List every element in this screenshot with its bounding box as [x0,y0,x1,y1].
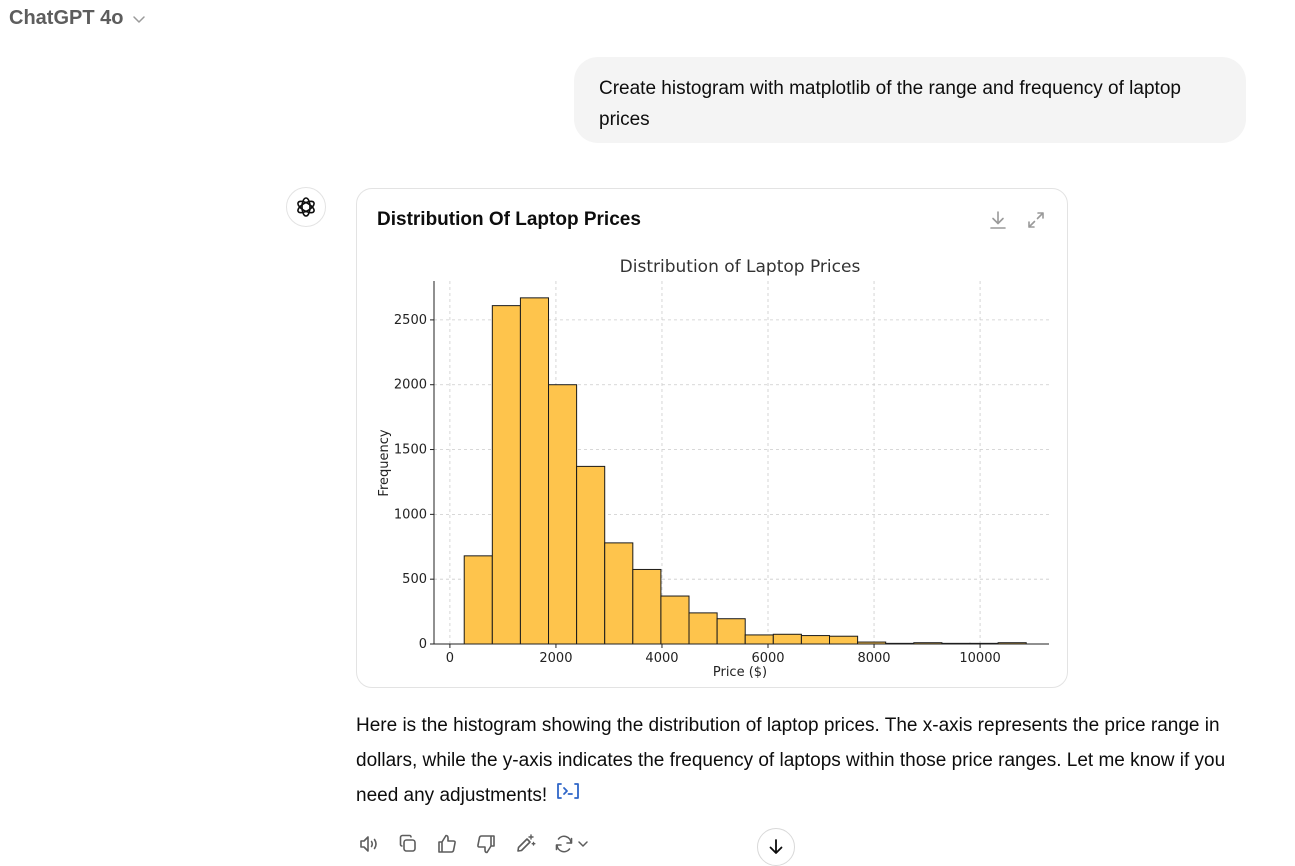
histogram-bar [772,633,802,645]
chevron-down-icon [133,15,146,23]
download-icon [990,211,1006,229]
x-tick-label: 10000 [959,651,1000,666]
user-message-text: Create histogram with matplotlib of the … [599,78,1181,130]
chevron-down-icon [578,841,588,847]
y-tick-label: 500 [402,572,427,587]
histogram-bar [688,612,718,645]
thumbs-up-button[interactable] [435,832,459,856]
thumbs-down-icon [477,835,495,854]
assistant-message-text: Here is the histogram showing the distri… [356,715,1226,806]
chart-card: Distribution Of Laptop Prices Distributi… [356,188,1068,688]
speaker-icon [360,836,377,852]
histogram-chart: Distribution of Laptop Prices 0 2000 4000 6… [377,257,1049,680]
regenerate-button[interactable] [552,832,590,856]
thumbs-up-icon [438,834,456,853]
openai-logo-icon [297,197,315,217]
assistant-message: Here is the histogram showing the distri… [356,708,1251,813]
x-tick-label: 8000 [857,651,890,666]
code-citation-icon [557,783,580,800]
y-tick-label: 1500 [394,443,427,458]
x-tick-label: 2000 [539,651,572,666]
histogram-bar [660,595,690,645]
download-button[interactable] [987,209,1009,231]
y-tick-label: 2000 [394,378,427,393]
chart-title: Distribution of Laptop Prices [620,257,861,277]
y-axis-label: Frequency [377,429,392,496]
chart-card-title: Distribution Of Laptop Prices [377,209,641,230]
histogram-bar [744,634,774,645]
histogram-bar [463,555,493,645]
edit-magic-icon [517,834,536,852]
histogram-bar [604,542,634,645]
x-tick-label: 0 [446,651,454,666]
histogram-bar [632,568,662,645]
histogram-bar [491,305,521,645]
edit-button[interactable] [513,832,537,856]
model-switcher[interactable]: ChatGPT 4o [9,7,147,30]
histogram-bar [800,635,831,645]
copy-icon [399,834,416,852]
copy-button[interactable] [396,832,420,856]
histogram-bar [519,297,550,645]
code-citation-button[interactable] [556,778,580,813]
histogram-bar [716,618,746,645]
expand-icon [1028,212,1044,228]
assistant-avatar [286,187,326,227]
expand-button[interactable] [1025,209,1047,231]
model-name: ChatGPT 4o [9,7,124,29]
histogram-bar [548,384,578,645]
x-tick-label: 6000 [751,651,784,666]
read-aloud-button[interactable] [357,832,381,856]
y-tick-label: 2500 [394,313,427,328]
histogram-bar [829,635,859,645]
x-axis-label: Price ($) [713,665,767,680]
message-actions [357,832,590,856]
y-tick-label: 0 [419,637,427,652]
user-message-bubble: Create histogram with matplotlib of the … [574,57,1246,143]
scroll-to-bottom-button[interactable] [757,828,795,866]
histogram-bar [576,465,606,645]
x-tick-label: 4000 [645,651,678,666]
regenerate-icon [555,835,573,853]
y-tick-label: 1000 [394,507,427,522]
thumbs-down-button[interactable] [474,832,498,856]
arrow-down-icon [769,839,783,854]
